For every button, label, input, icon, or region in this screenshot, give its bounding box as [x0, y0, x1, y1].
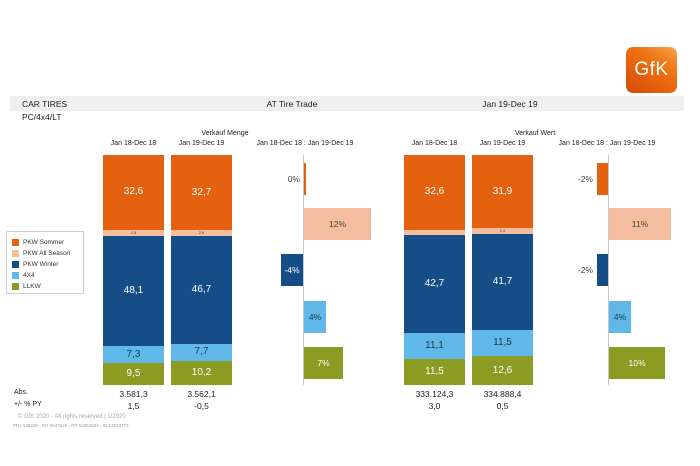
legend-item: PKW Sommer [12, 237, 83, 248]
delta-value-label: -2% [577, 174, 593, 184]
total-abs-value: 334.888,4 [483, 389, 522, 399]
stacked-bar: 31,9 2,4 41,7 11,5 12,6 [472, 155, 533, 385]
market-label: AT Tire Trade [266, 98, 318, 109]
chart-group-title: Verkauf Wert [514, 130, 556, 137]
delta-bar [597, 163, 608, 195]
bar-segment: 11,5 [472, 329, 533, 357]
total-abs-value: 333.124,3 [415, 389, 454, 399]
delta-value-label: 7% [317, 358, 330, 368]
legend-label: PKW Sommer [23, 239, 65, 246]
bar-segment: 11,1 [404, 333, 465, 359]
stacked-bar: 32,7 2,6 46,7 7,7 10,2 [171, 155, 232, 385]
bar-segment: 2,5 [103, 229, 164, 236]
bar-segment: 11,5 [404, 358, 465, 385]
bar-segment: 10,2 [171, 361, 232, 385]
project-id-text: PRJ 129428 - RG 5947640 - RP 52952634 - … [13, 423, 129, 428]
column-header: Jan 19-Dec 19 [479, 140, 526, 147]
column-header: Jan 18-Dec 18 [110, 140, 157, 147]
legend-label: PKW Winter [23, 261, 59, 268]
legend-swatch-icon [12, 272, 19, 279]
delta-value-label: 4% [613, 312, 627, 322]
delta-bar: 4% [609, 301, 631, 333]
legend-label: 4X4 [23, 272, 35, 279]
abs-row-label: Abs. [14, 389, 29, 396]
legend-label: PKW All Season [23, 250, 71, 257]
bar-segment: 2,4 [472, 228, 533, 234]
bar-segment: 46,7 [171, 236, 232, 344]
bar-segment: 32,7 [171, 155, 232, 231]
report-title: CAR TIRES [22, 98, 68, 109]
delta-value-label: 10% [628, 358, 646, 368]
delta-bar [304, 163, 306, 195]
column-header: Jan 18-Dec 18 [411, 140, 458, 147]
delta-value-label: 4% [308, 312, 322, 322]
report-subtitle: PC/4x4/LT [22, 112, 62, 122]
total-abs-value: 3.562,1 [187, 389, 216, 399]
change-py-value: 1,5 [127, 401, 140, 411]
total-abs-value: 3.581,3 [119, 389, 148, 399]
legend-swatch-icon [12, 239, 19, 246]
column-header: Jan 18-Dec 18 : Jan 19-Dec 19 [558, 140, 656, 147]
bar-segment: 7,7 [171, 343, 232, 362]
legend-swatch-icon [12, 250, 19, 257]
gfk-logo-text: GfK [634, 59, 669, 80]
legend-swatch-icon [12, 283, 19, 290]
bar-segment: 2,6 [171, 230, 232, 237]
delta-value-label: 12% [328, 219, 346, 229]
legend-item: LLKW [12, 281, 83, 292]
legend-item: 4X4 [12, 270, 83, 281]
change-py-value: -0,5 [194, 401, 209, 411]
copyright-text: © GfK 2020 - All rights reserved | 1/202… [18, 414, 126, 420]
period-label: Jan 19-Dec 19 [482, 98, 538, 109]
legend-label: LLKW [23, 283, 41, 290]
stacked-bar: 32,6 42,7 11,1 11,5 [404, 155, 465, 385]
bar-segment [404, 229, 465, 235]
header-band: CAR TIRES AT Tire Trade Jan 19-Dec 19 [10, 96, 684, 111]
delta-value-label: -2% [577, 265, 593, 275]
delta-bar: -4% [281, 254, 303, 286]
delta-value-label: -4% [284, 265, 300, 275]
legend-swatch-icon [12, 261, 19, 268]
bar-segment: 48,1 [103, 235, 164, 347]
bar-segment: 7,3 [103, 346, 164, 364]
delta-bar: 11% [609, 208, 671, 240]
bar-segment: 42,7 [404, 234, 465, 333]
delta-bar: 10% [609, 347, 665, 379]
bar-segment: 12,6 [472, 356, 533, 385]
delta-axis [303, 155, 304, 385]
delta-axis [608, 155, 609, 385]
bar-segment: 9,5 [103, 363, 164, 385]
change-py-value: 3,0 [428, 401, 441, 411]
column-header: Jan 19-Dec 19 [178, 140, 225, 147]
delta-bar: 12% [304, 208, 371, 240]
delta-bar: 4% [304, 301, 326, 333]
legend-item: PKW Winter [12, 259, 83, 270]
delta-bar: 7% [304, 347, 343, 379]
gfk-logo: GfK [626, 47, 677, 93]
delta-value-label: 11% [631, 219, 649, 229]
py-row-label: +/- % PY [14, 401, 42, 408]
delta-value-label: 0% [287, 174, 300, 184]
legend-item: PKW All Season [12, 248, 83, 259]
bar-segment: 32,6 [404, 155, 465, 230]
column-header: Jan 18-Dec 18 : Jan 19-Dec 19 [256, 140, 354, 147]
legend: PKW Sommer PKW All Season PKW Winter 4X4 LLK… [6, 231, 84, 294]
stacked-bar: 32,6 2,5 48,1 7,3 9,5 [103, 155, 164, 385]
chart-group-title: Verkauf Menge [201, 130, 249, 137]
bar-segment: 31,9 [472, 155, 533, 229]
change-py-value: 0,5 [496, 401, 509, 411]
bar-segment: 41,7 [472, 233, 533, 330]
bar-segment: 32,6 [103, 155, 164, 230]
delta-bar [597, 254, 608, 286]
